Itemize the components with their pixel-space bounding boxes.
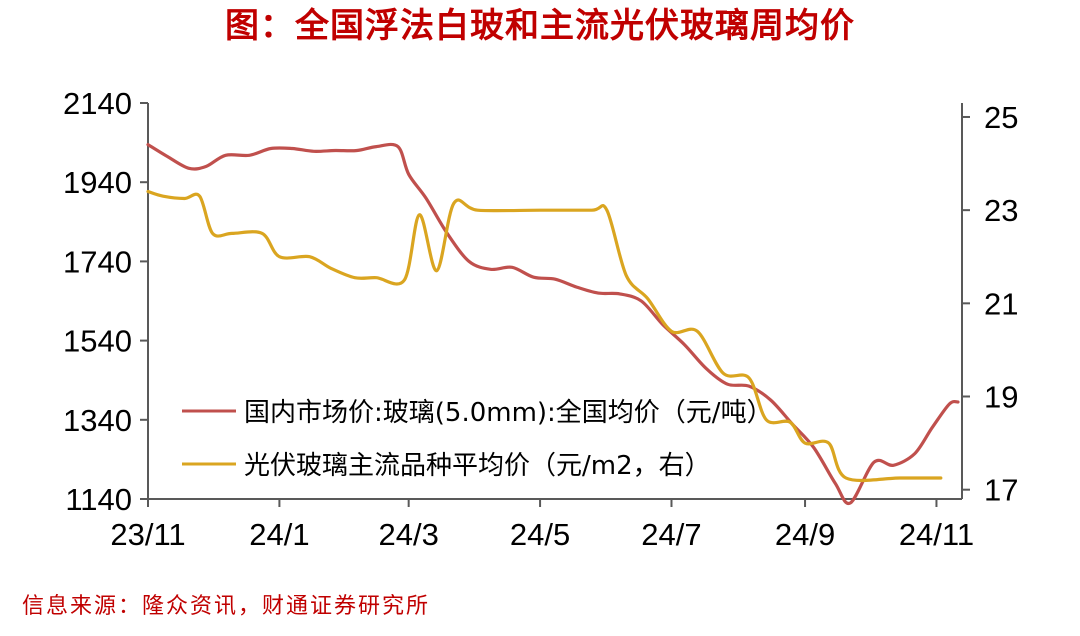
source-note: 信息来源：隆众资讯，财通证券研究所: [22, 594, 431, 619]
right-y-tick-label: 25: [984, 100, 1018, 135]
plot-frame: [147, 103, 963, 500]
left-y-tick-label: 1940: [63, 165, 132, 200]
x-tick-label: 24/7: [641, 517, 701, 552]
left-y-tick-label: 1740: [63, 244, 132, 279]
left-y-tick-label: 1140: [65, 482, 132, 517]
right-y-tick-label: 19: [984, 380, 1018, 415]
left-y-tick-label: 2140: [63, 86, 132, 121]
right-y-axis: 25 23 21 19 17: [962, 100, 1018, 508]
left-y-tick-label: 1540: [63, 324, 132, 359]
x-tick-label: 24/9: [775, 517, 835, 552]
right-y-tick-label: 21: [984, 286, 1018, 321]
right-y-tick-label: 17: [984, 473, 1018, 508]
x-axis: 23/11 24/1 24/3 24/5 24/7 24/9 24/11: [110, 499, 974, 552]
series-layer: [146, 142, 960, 506]
x-tick-label: 24/3: [378, 517, 438, 552]
series-line-pv-glass: [146, 189, 943, 483]
left-y-tick-label: 1340: [63, 403, 132, 438]
chart-title: 图：全国浮法白玻和主流光伏玻璃周均价: [225, 6, 855, 46]
right-y-tick-label: 23: [984, 193, 1018, 228]
chart: 2140 1940 1740 1540 1340 1140 25 23 21 19 17 23/1…: [63, 86, 1018, 552]
series-line-float-glass: [146, 142, 960, 506]
left-y-axis: 2140 1940 1740 1540 1340 1140: [63, 86, 148, 517]
legend: 国内市场价:玻璃(5.0mm):全国均价（元/吨） 光伏玻璃主流品种平均价（元/…: [182, 398, 773, 481]
x-tick-label: 24/5: [510, 517, 570, 552]
x-tick-label: 24/1: [249, 517, 309, 552]
legend-label-float-glass: 国内市场价:玻璃(5.0mm):全国均价（元/吨）: [244, 398, 773, 428]
x-tick-label: 24/11: [899, 517, 974, 552]
x-tick-label: 23/11: [110, 517, 185, 552]
legend-label-pv-glass: 光伏玻璃主流品种平均价（元/m2，右）: [244, 451, 711, 481]
